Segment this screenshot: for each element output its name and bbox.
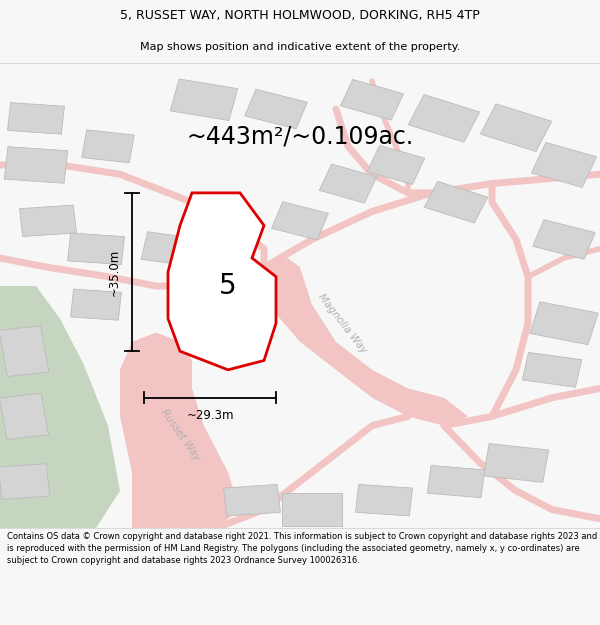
- Polygon shape: [522, 352, 582, 388]
- Polygon shape: [68, 233, 124, 264]
- Polygon shape: [120, 332, 240, 528]
- Polygon shape: [71, 289, 121, 320]
- Text: Magnolia Way: Magnolia Way: [316, 292, 368, 355]
- Polygon shape: [245, 89, 307, 129]
- Polygon shape: [0, 286, 120, 528]
- Polygon shape: [533, 219, 595, 259]
- Polygon shape: [141, 232, 195, 266]
- Text: Contains OS data © Crown copyright and database right 2021. This information is : Contains OS data © Crown copyright and d…: [7, 532, 598, 564]
- Polygon shape: [194, 319, 238, 346]
- Polygon shape: [427, 466, 485, 498]
- Polygon shape: [168, 193, 276, 370]
- Polygon shape: [0, 464, 50, 499]
- Polygon shape: [484, 444, 548, 483]
- Polygon shape: [0, 326, 49, 376]
- Polygon shape: [82, 130, 134, 162]
- Polygon shape: [532, 142, 596, 188]
- Polygon shape: [282, 493, 342, 526]
- Polygon shape: [481, 104, 551, 151]
- Polygon shape: [272, 202, 328, 240]
- Text: 5: 5: [219, 272, 237, 300]
- Polygon shape: [340, 79, 404, 120]
- Text: ~35.0m: ~35.0m: [108, 248, 121, 296]
- Polygon shape: [224, 484, 280, 516]
- Polygon shape: [356, 484, 412, 516]
- Polygon shape: [170, 79, 238, 121]
- Polygon shape: [264, 258, 468, 426]
- Polygon shape: [424, 181, 488, 223]
- Polygon shape: [8, 102, 64, 134]
- Polygon shape: [367, 146, 425, 184]
- Polygon shape: [530, 302, 598, 345]
- Text: 5, RUSSET WAY, NORTH HOLMWOOD, DORKING, RH5 4TP: 5, RUSSET WAY, NORTH HOLMWOOD, DORKING, …: [120, 9, 480, 22]
- Polygon shape: [319, 164, 377, 203]
- Text: ~443m²/~0.109ac.: ~443m²/~0.109ac.: [187, 125, 413, 149]
- Text: Map shows position and indicative extent of the property.: Map shows position and indicative extent…: [140, 42, 460, 52]
- Polygon shape: [4, 147, 68, 183]
- Text: ~29.3m: ~29.3m: [186, 409, 234, 422]
- Polygon shape: [0, 393, 49, 439]
- Polygon shape: [409, 94, 479, 142]
- Text: Russet Way: Russet Way: [158, 408, 202, 462]
- Polygon shape: [20, 205, 76, 236]
